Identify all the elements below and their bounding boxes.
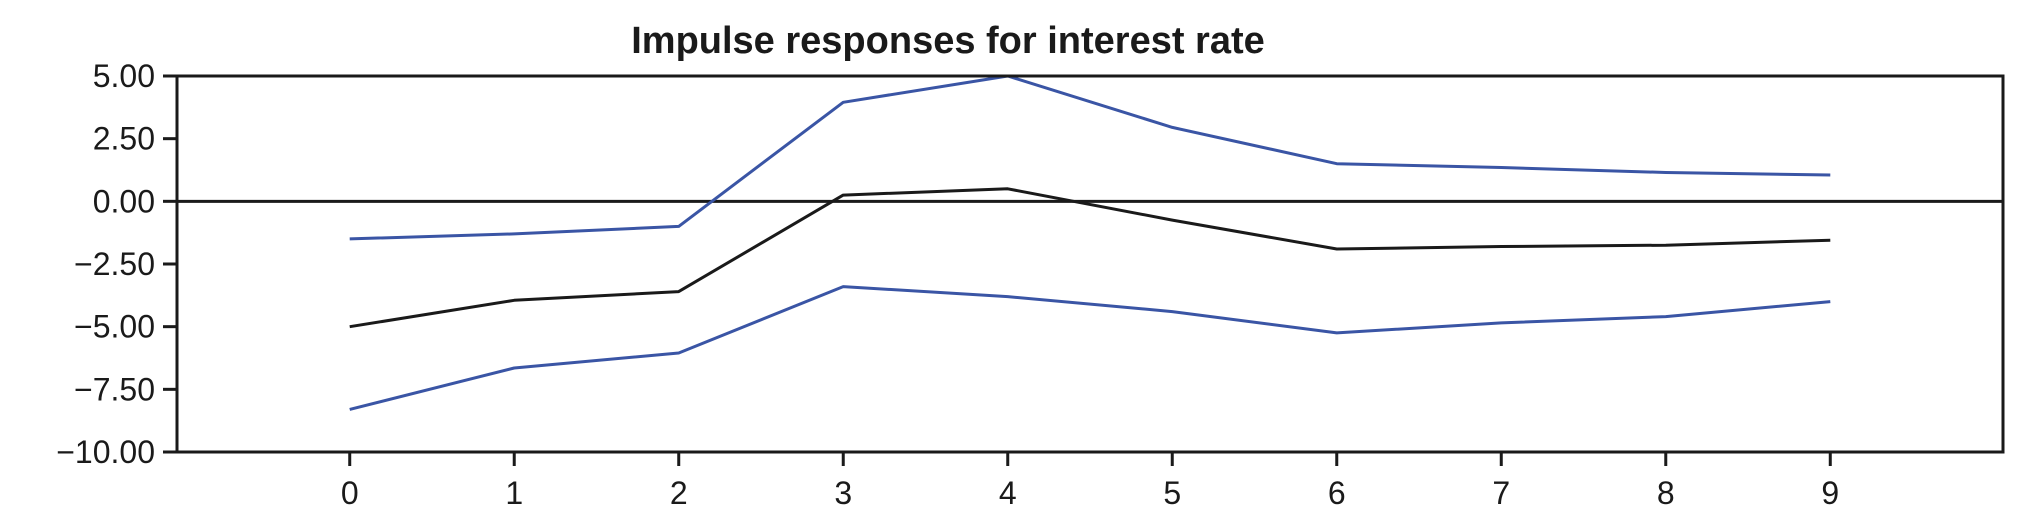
- y-tick-label: −10.00: [56, 434, 155, 470]
- impulse-response-line: [349, 187, 1831, 329]
- x-tick-label: 5: [1163, 475, 1181, 511]
- y-tick-label: −5.00: [74, 309, 155, 345]
- x-tick-label: 2: [670, 475, 688, 511]
- y-tick-label: −2.50: [74, 246, 155, 282]
- x-tick-label: 4: [999, 475, 1017, 511]
- y-axis: 5.00 2.50 0.00 −2.50 −5.00 −7.50 −10.00: [56, 58, 177, 470]
- plot-frame: [175, 74, 2005, 454]
- x-tick-label: 1: [505, 475, 523, 511]
- y-tick-label: −7.50: [74, 371, 155, 407]
- y-tick-label: 2.50: [93, 121, 155, 157]
- y-tick-label: 0.00: [93, 183, 155, 219]
- lower-band-line: [349, 285, 1831, 411]
- x-tick-label: 8: [1657, 475, 1675, 511]
- upper-band-line: [349, 74, 1831, 241]
- x-axis: 0 1 2 3 4 5 6 7 8 9: [341, 452, 1839, 511]
- x-tick-label: 3: [834, 475, 852, 511]
- chart-title: Impulse responses for interest rate: [631, 20, 1265, 62]
- x-tick-label: 0: [341, 475, 359, 511]
- x-tick-label: 6: [1328, 475, 1346, 511]
- y-tick-label: 5.00: [93, 58, 155, 94]
- series-layer: [349, 74, 1831, 411]
- x-tick-label: 9: [1821, 475, 1839, 511]
- x-tick-label: 7: [1492, 475, 1510, 511]
